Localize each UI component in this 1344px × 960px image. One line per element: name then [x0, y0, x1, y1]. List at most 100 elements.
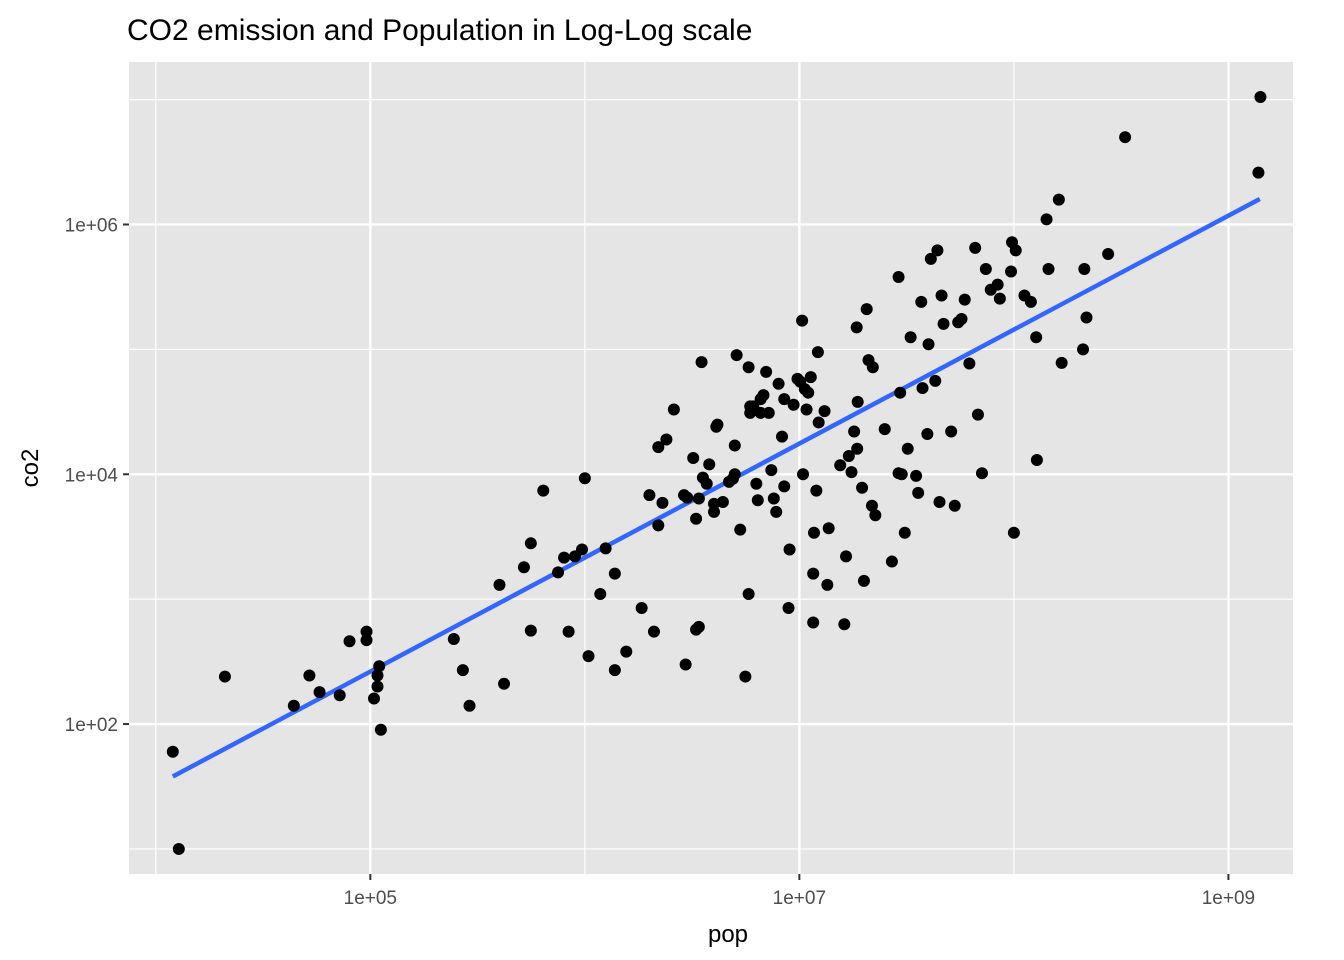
data-point [1119, 131, 1132, 144]
trend-line-layer [171, 197, 1261, 779]
data-point [901, 442, 914, 455]
data-point [660, 433, 673, 446]
data-point [894, 386, 907, 399]
x-tick-label: 1e+09 [1202, 888, 1255, 909]
data-point [979, 263, 992, 276]
data-point [770, 505, 783, 518]
data-point [935, 289, 948, 302]
data-point [772, 377, 785, 390]
data-point [845, 466, 858, 479]
data-point [360, 625, 373, 638]
data-point [635, 601, 648, 614]
data-point [652, 519, 665, 532]
data-point [367, 692, 380, 705]
data-point [796, 314, 809, 327]
data-point [975, 467, 988, 480]
data-point [955, 313, 968, 326]
data-point [866, 361, 879, 374]
data-point [810, 484, 823, 497]
data-point [878, 423, 891, 436]
data-point [945, 425, 958, 438]
x-axis-title: pop [708, 921, 748, 948]
data-point [865, 499, 878, 512]
data-point [860, 303, 873, 316]
data-point [690, 512, 703, 525]
data-point [750, 477, 763, 490]
data-point [904, 331, 917, 344]
data-point [931, 244, 944, 257]
x-axis: 1e+05 1e+07 1e+09 [344, 874, 1255, 909]
data-point [869, 509, 882, 522]
data-point [1077, 343, 1090, 356]
data-point [562, 625, 575, 638]
data-point [608, 664, 621, 677]
data-point [851, 395, 864, 408]
data-point [818, 405, 831, 418]
data-point [915, 295, 928, 308]
data-point [578, 472, 591, 485]
data-point [1040, 213, 1053, 226]
data-point [166, 745, 179, 758]
data-point [840, 550, 853, 563]
data-point [656, 496, 669, 509]
data-point [778, 480, 791, 493]
data-point [172, 842, 185, 855]
data-point [287, 699, 300, 712]
data-point [687, 451, 700, 464]
data-point [807, 567, 820, 580]
data-point [517, 561, 530, 574]
minor-gridlines [129, 62, 1293, 874]
data-point [782, 601, 795, 614]
data-point [1030, 454, 1043, 467]
data-point [303, 669, 316, 682]
data-point [885, 555, 898, 568]
data-point [742, 361, 755, 374]
x-tick-label: 1e+05 [344, 888, 397, 909]
data-point [463, 699, 476, 712]
y-axis-title: co2 [17, 449, 44, 488]
data-point [679, 658, 692, 671]
data-point [558, 551, 571, 564]
data-point [730, 349, 743, 362]
data-point [851, 442, 864, 455]
data-point [620, 645, 633, 658]
data-point [933, 495, 946, 508]
data-point [1005, 265, 1018, 278]
data-point [692, 620, 705, 633]
data-point [821, 578, 834, 591]
data-point [734, 523, 747, 536]
data-point [971, 408, 984, 421]
data-point [582, 650, 595, 663]
data-point [728, 468, 741, 481]
data-point [924, 252, 937, 265]
data-point [711, 418, 724, 431]
data-point [739, 670, 752, 683]
data-point [802, 386, 815, 399]
data-point [537, 484, 550, 497]
data-point [850, 321, 863, 334]
data-point [1052, 193, 1065, 206]
data-point [787, 398, 800, 411]
data-point [811, 346, 824, 359]
data-point [1252, 166, 1265, 179]
data-points [166, 90, 1267, 855]
data-point [898, 526, 911, 539]
data-point [892, 270, 905, 283]
x-tick-label: 1e+07 [773, 888, 826, 909]
data-point [776, 430, 789, 443]
data-point [912, 486, 925, 499]
data-point [716, 495, 729, 508]
y-tick-label: 1e+02 [65, 715, 118, 736]
data-point [313, 686, 326, 699]
data-point [991, 278, 1004, 291]
data-point [1078, 263, 1091, 276]
data-point [757, 389, 770, 402]
data-point [808, 526, 821, 539]
data-point [1024, 295, 1037, 308]
data-point [969, 241, 982, 254]
data-point [594, 587, 607, 600]
data-point [373, 660, 386, 673]
data-point [848, 425, 861, 438]
data-point [1007, 526, 1020, 539]
trend-line [171, 197, 1261, 779]
